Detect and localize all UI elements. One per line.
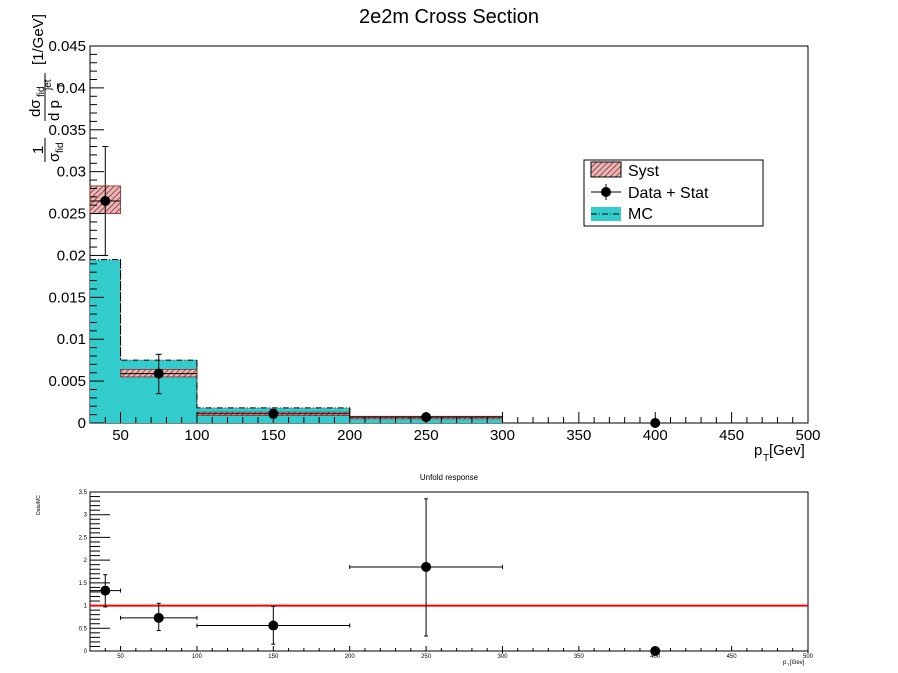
legend-syst-label: Syst	[628, 163, 660, 180]
ratio-ytick-label-7: 3.5	[79, 490, 88, 496]
legend-mc-swatch	[591, 207, 621, 221]
ratio-ytick-label-2: 1	[84, 604, 88, 610]
main-ytick-label-5: 0.025	[48, 206, 86, 223]
ratio-ytick-label-4: 2	[84, 558, 88, 564]
main-xlabel-unit: [Gev]	[769, 442, 805, 459]
ratio-xtick-label-9: 500	[803, 654, 814, 660]
legend-syst-swatch	[590, 161, 622, 178]
ratio-xtick-label-8: 450	[727, 654, 738, 660]
ratio-xtick-label-2: 150	[268, 654, 279, 660]
legend-mc-label: MC	[628, 206, 653, 223]
ratio-ylabel: Data/MC	[36, 495, 42, 515]
ratio-ytick-label-1: 0.5	[79, 626, 88, 632]
ylabel-one: 1	[30, 146, 47, 154]
main-title: 2e2m Cross Section	[359, 6, 539, 28]
main-ytick-label-7: 0.035	[48, 122, 86, 139]
ylabel-jet: jet	[43, 79, 54, 91]
ratio-point-2	[268, 620, 279, 631]
ratio-y-ticks: 0 0.5 1 1.5 2 2.5 3 3.5	[79, 490, 110, 655]
main-xlabel-sub: T	[763, 453, 769, 464]
legend-data-label: Data + Stat	[628, 185, 709, 202]
main-xtick-label-0: 50	[112, 427, 129, 444]
data-points	[90, 146, 808, 428]
ratio-xtick-label-0: 50	[117, 654, 124, 660]
main-x-axis-label: p T [Gev]	[754, 442, 805, 464]
data-point-0	[100, 195, 111, 206]
main-xlabel-p: p	[754, 442, 762, 459]
main-xtick-label-1: 100	[184, 427, 209, 444]
ratio-xtick-label-4: 250	[421, 654, 432, 660]
legend-data-swatch	[591, 184, 621, 200]
ratio-xtick-label-3: 200	[345, 654, 356, 660]
mc-outline	[90, 259, 808, 424]
ylabel-unit: [1/GeV]	[30, 14, 47, 65]
ylabel-dsigma: dσ	[27, 99, 44, 117]
ratio-point-0	[100, 585, 111, 596]
ratio-xlabel-p: p	[783, 660, 787, 666]
ratio-xlabel-unit: [Gev]	[790, 660, 805, 666]
ratio-xtick-label-1: 100	[192, 654, 203, 660]
ratio-plot-area: 0 0.5 1 1.5 2 2.5 3 3.5 50 100 150 200 250 300 350 400…	[79, 490, 814, 660]
main-x-ticks: 50 100 150 200 250 300 350 400 450 500	[104, 412, 821, 444]
ratio-xtick-label-5: 300	[497, 654, 508, 660]
main-ytick-label-4: 0.02	[57, 247, 86, 264]
ratio-point-4	[650, 646, 661, 656]
ratio-xtick-label-7: 400	[650, 654, 661, 660]
main-xtick-label-9: 500	[795, 427, 820, 444]
ratio-ytick-label-5: 2.5	[79, 535, 88, 541]
ylabel-fid-den: fid	[55, 142, 66, 153]
legend: Syst Data + Stat MC	[583, 159, 764, 227]
ratio-ytick-label-3: 1.5	[79, 581, 88, 587]
ratio-xtick-label-6: 350	[574, 654, 585, 660]
main-ytick-label-0: 0	[78, 415, 86, 432]
main-xtick-label-6: 350	[566, 427, 591, 444]
main-xtick-label-8: 450	[719, 427, 744, 444]
main-xtick-label-4: 250	[414, 427, 439, 444]
ratio-point-3	[421, 561, 432, 572]
main-ytick-label-2: 0.01	[57, 331, 86, 348]
mc-bar-0	[90, 259, 121, 423]
ratio-xlabel-sub: T	[787, 662, 790, 667]
main-xtick-label-3: 200	[337, 427, 362, 444]
main-xtick-label-7: 400	[643, 427, 668, 444]
main-plot-frame	[89, 45, 809, 424]
ratio-plot-frame	[89, 491, 809, 652]
ratio-point-1	[153, 612, 164, 623]
data-point-1	[153, 368, 164, 379]
ylabel-sigma: σ	[46, 152, 63, 162]
ratio-points	[89, 498, 809, 656]
ratio-ytick-label-6: 3	[84, 513, 88, 519]
ratio-x-ticks: 50 100 150 200 250 300 350 400 450 500	[104, 646, 814, 660]
main-ytick-label-1: 0.005	[48, 373, 86, 390]
main-xtick-label-2: 150	[261, 427, 286, 444]
ratio-x-axis-label: p T [Gev]	[783, 660, 805, 667]
ylabel-dpt: d p	[46, 100, 63, 121]
ratio-ytick-label-0: 0	[84, 649, 88, 655]
main-ytick-label-9: 0.045	[48, 38, 86, 55]
ylabel-T: T	[56, 83, 67, 89]
main-y-ticks: 0 0.005 0.01 0.015 0.02 0.025 0.03 0.035 0.04 0.0…	[48, 38, 104, 432]
main-y-axis-label: 1 σ fid	[30, 138, 66, 162]
main-ytick-label-3: 0.015	[48, 289, 86, 306]
main-xtick-label-5: 300	[490, 427, 515, 444]
main-y-axis-label-fraction: dσ fid d p jet T [1/GeV]	[27, 14, 67, 121]
ylabel-fid-num: fid	[36, 86, 47, 97]
mc-histogram	[90, 259, 808, 424]
ratio-title: Unfold response	[420, 473, 479, 482]
main-plot-area: 0 0.005 0.01 0.015 0.02 0.025 0.03 0.035 0.04 0.0…	[48, 38, 820, 444]
main-ytick-label-8: 0.04	[57, 80, 86, 97]
main-ytick-label-6: 0.03	[57, 164, 86, 181]
